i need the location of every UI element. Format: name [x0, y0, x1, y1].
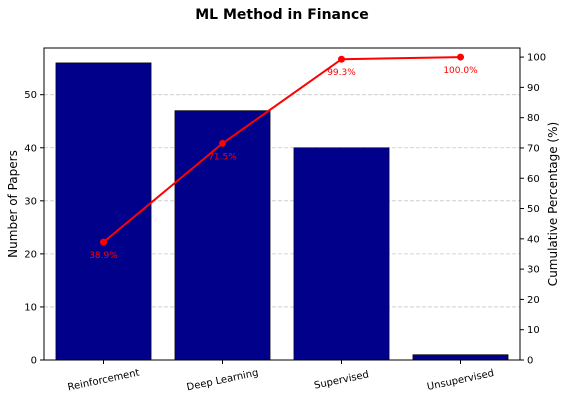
x-tick-label: Supervised	[313, 369, 370, 391]
cumulative-point	[457, 54, 464, 61]
x-tick-label: Unsupervised	[426, 368, 495, 393]
right-tick-label: 20	[527, 295, 540, 306]
cumulative-label: 71.5%	[208, 152, 237, 162]
bar	[56, 63, 151, 360]
right-tick-label: 100	[527, 53, 546, 64]
right-tick-label: 40	[527, 234, 540, 245]
x-axis: Reinforcement Deep Learning Supervised Unsu…	[67, 360, 495, 393]
cumulative-point	[219, 140, 226, 147]
right-axis-title: Cumulative Percentage (%)	[546, 122, 560, 286]
cumulative-line	[104, 57, 461, 242]
right-tick-label: 80	[527, 113, 540, 124]
right-tick-label: 90	[527, 83, 540, 94]
x-tick-label: Reinforcement	[67, 367, 141, 393]
left-tick-label: 50	[24, 90, 37, 101]
left-tick-label: 0	[31, 356, 37, 367]
left-y-axis: 0 10 20 30 40 50	[24, 90, 44, 366]
bar	[175, 111, 270, 360]
left-axis-title: Number of Papers	[6, 150, 20, 258]
right-tick-label: 10	[527, 325, 540, 336]
chart-title: ML Method in Finance	[195, 7, 369, 23]
right-y-axis: 0 10 20 30 40 50 60 70 80 90 100	[520, 53, 546, 367]
cumulative-label: 100.0%	[443, 66, 478, 76]
right-tick-label: 30	[527, 265, 540, 276]
right-tick-label: 50	[527, 204, 540, 215]
x-tick-label: Deep Learning	[186, 368, 260, 394]
bar-series	[56, 63, 508, 360]
cumulative-label: 99.3%	[327, 68, 356, 78]
cumulative-point	[338, 56, 345, 63]
bar	[294, 148, 389, 360]
left-tick-label: 20	[24, 249, 37, 260]
left-tick-label: 40	[24, 143, 37, 154]
bar	[413, 355, 508, 360]
cumulative-point	[100, 239, 107, 246]
right-tick-label: 60	[527, 174, 540, 185]
left-tick-label: 30	[24, 196, 37, 207]
right-tick-label: 70	[527, 143, 540, 154]
cumulative-label: 38.9%	[89, 251, 118, 261]
right-tick-label: 0	[527, 356, 533, 367]
left-tick-label: 10	[24, 302, 37, 313]
